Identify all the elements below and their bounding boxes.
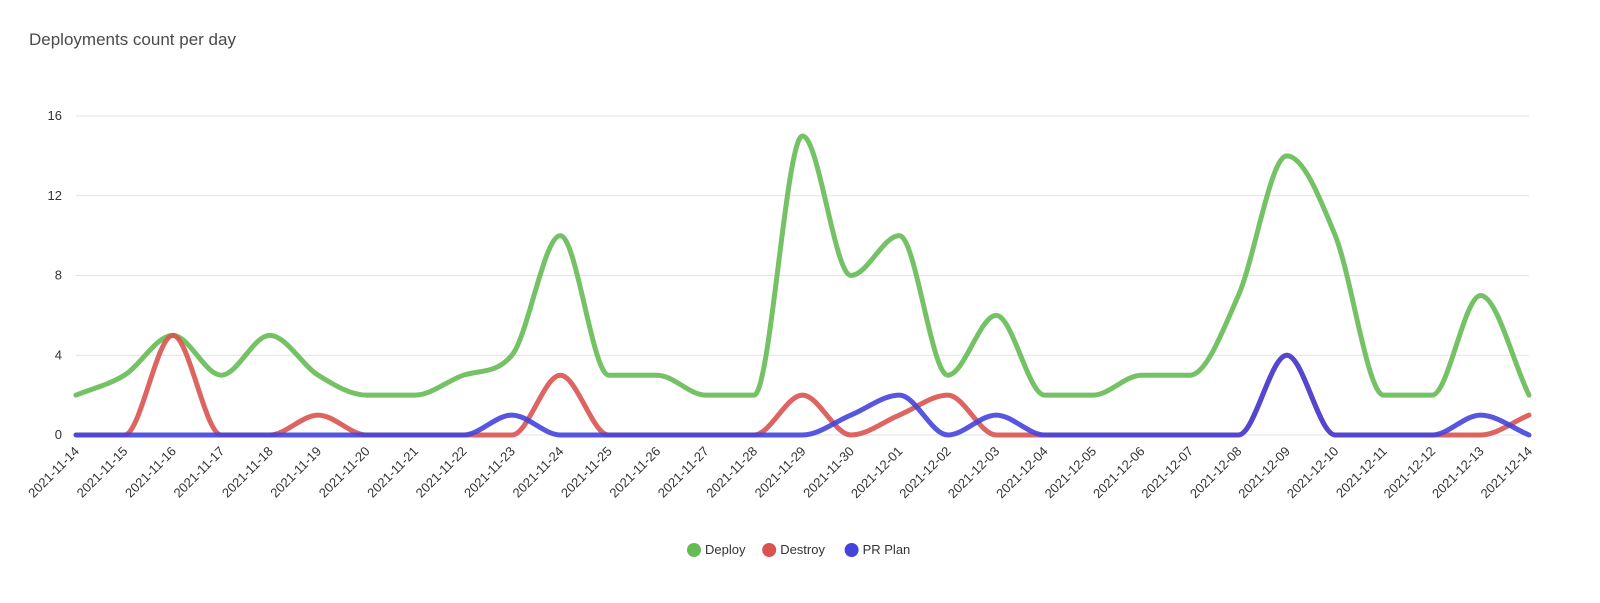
x-tick-label: 2021-11-28 — [703, 444, 760, 501]
x-tick-label: 2021-12-13 — [1429, 444, 1487, 502]
x-tick-label: 2021-12-04 — [993, 444, 1051, 502]
x-tick-label: 2021-11-21 — [364, 444, 421, 501]
chart-title: Deployments count per day — [29, 30, 236, 49]
legend-label: Destroy — [780, 542, 825, 557]
legend-swatch — [687, 543, 701, 557]
legend-label: PR Plan — [863, 542, 911, 557]
y-tick-label: 4 — [55, 347, 62, 362]
legend: Deploy Destroy PR Plan — [687, 542, 910, 557]
x-tick-label: 2021-11-27 — [655, 444, 712, 501]
series-line-pr-plan — [73, 352, 1532, 438]
y-axis-tick-labels: 0 4 8 12 16 — [48, 108, 62, 442]
legend-item-pr-plan[interactable]: PR Plan — [844, 542, 911, 557]
legend-label: Deploy — [705, 542, 746, 557]
x-tick-label: 2021-12-07 — [1138, 444, 1196, 502]
legend-swatch — [762, 543, 777, 557]
x-tick-label: 2021-11-26 — [606, 444, 663, 501]
y-tick-label: 0 — [55, 427, 62, 442]
legend-item-destroy[interactable]: Destroy — [762, 542, 825, 557]
x-tick-label: 2021-12-14 — [1477, 444, 1535, 502]
x-tick-label: 2021-12-03 — [945, 444, 1003, 502]
x-tick-label: 2021-11-25 — [558, 444, 615, 501]
x-tick-label: 2021-12-09 — [1235, 444, 1293, 502]
x-tick-label: 2021-12-01 — [848, 444, 906, 502]
x-tick-label: 2021-11-20 — [316, 444, 373, 501]
series-layer — [73, 133, 1532, 438]
legend-item-deploy[interactable]: Deploy — [687, 542, 746, 557]
y-tick-label: 12 — [48, 188, 62, 203]
x-tick-label: 2021-11-29 — [752, 444, 809, 501]
y-tick-label: 8 — [55, 268, 62, 283]
x-tick-label: 2021-11-19 — [267, 444, 324, 501]
x-tick-label: 2021-11-22 — [413, 444, 470, 501]
y-tick-label: 16 — [48, 108, 62, 123]
x-tick-label: 2021-11-16 — [122, 444, 179, 501]
x-tick-label: 2021-11-23 — [461, 444, 518, 501]
x-tick-label: 2021-11-24 — [509, 444, 566, 501]
x-tick-label: 2021-11-18 — [219, 444, 276, 501]
x-tick-label: 2021-11-14 — [25, 444, 82, 501]
legend-swatch — [844, 543, 859, 557]
series-line-deploy — [73, 133, 1532, 398]
x-tick-label: 2021-12-12 — [1381, 444, 1439, 502]
x-axis-tick-labels: 2021-11-142021-11-152021-11-162021-11-17… — [25, 444, 1535, 502]
x-tick-label: 2021-12-08 — [1187, 444, 1245, 502]
x-tick-label: 2021-12-05 — [1042, 444, 1100, 502]
grid-layer — [76, 115, 1529, 436]
x-tick-label: 2021-12-10 — [1284, 444, 1342, 502]
x-tick-label: 2021-11-15 — [74, 444, 131, 501]
x-tick-label: 2021-11-17 — [170, 444, 227, 501]
